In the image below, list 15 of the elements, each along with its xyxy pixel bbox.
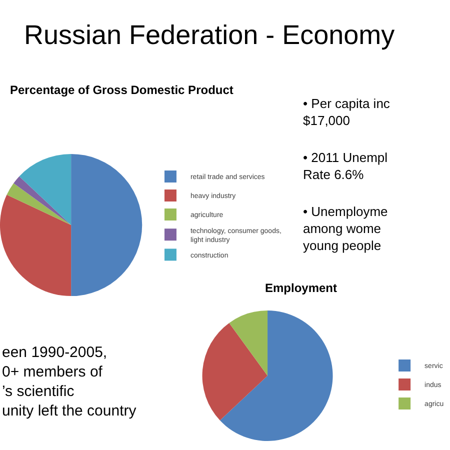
text: een 1990-2005, 0+ members of ’s scientific unity left the country	[2, 344, 137, 420]
chart-title: Employment	[265, 281, 338, 295]
text: • Per capita inc $17,000	[303, 96, 390, 128]
chart-title: Percentage of Gross Domestic Product	[10, 83, 234, 97]
pie-slice	[220, 310, 333, 441]
text: • 2011 Unempl Rate 6.6%	[303, 150, 388, 182]
pie-slice	[229, 310, 268, 376]
pie-slice	[71, 154, 142, 296]
pie-slice	[14, 176, 72, 225]
text: Russian Federation - Economy	[24, 20, 396, 50]
pie-slice	[6, 183, 72, 225]
text: • Unemployme among wome young people	[303, 204, 388, 253]
pie-slice	[0, 194, 72, 296]
pie-slice	[202, 322, 268, 420]
pie-slice	[19, 154, 72, 225]
